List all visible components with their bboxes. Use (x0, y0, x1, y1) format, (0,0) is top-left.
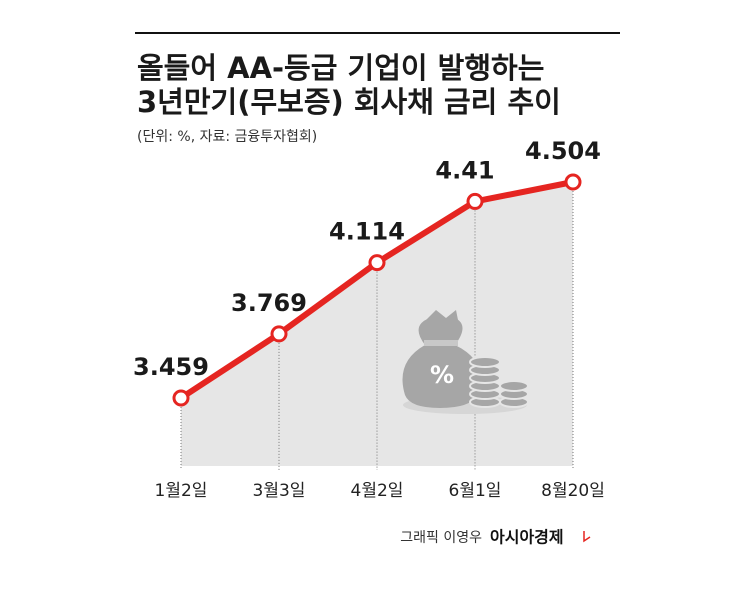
data-label: 4.114 (329, 218, 405, 246)
marker (270, 325, 288, 343)
money-icon: % (402, 310, 529, 414)
data-label: 3.769 (231, 289, 307, 317)
marker (466, 192, 484, 210)
credit: 그래픽 이영우 (400, 530, 482, 546)
chart-title: 3년만기(무보증) 회사채 금리 추이 (137, 85, 561, 119)
x-tick-label: 4월2일 (351, 481, 404, 501)
data-label: 3.459 (133, 353, 209, 381)
data-label: 4.504 (525, 137, 601, 165)
x-tick-label: 8월20일 (541, 481, 605, 501)
brand-mark (583, 531, 591, 543)
x-tick-label: 3월3일 (253, 481, 306, 501)
chart-subtitle: (단위: %, 자료: 금융투자협회) (137, 129, 317, 145)
svg-text:%: % (430, 361, 454, 389)
plot: 3.459 1월2일 3.769 3월3일 4.114 4월2일 4.41 6월1일 4.504… (133, 137, 605, 501)
marker (564, 173, 582, 191)
marker (368, 254, 386, 272)
x-tick-label: 1월2일 (155, 481, 208, 501)
marker (172, 389, 190, 407)
chart-title: 올들어 AA-등급 기업이 발행하는 (137, 51, 544, 85)
data-label: 4.41 (435, 156, 494, 184)
brand: 아시아경제 (490, 528, 564, 547)
x-tick-label: 6월1일 (449, 481, 502, 501)
